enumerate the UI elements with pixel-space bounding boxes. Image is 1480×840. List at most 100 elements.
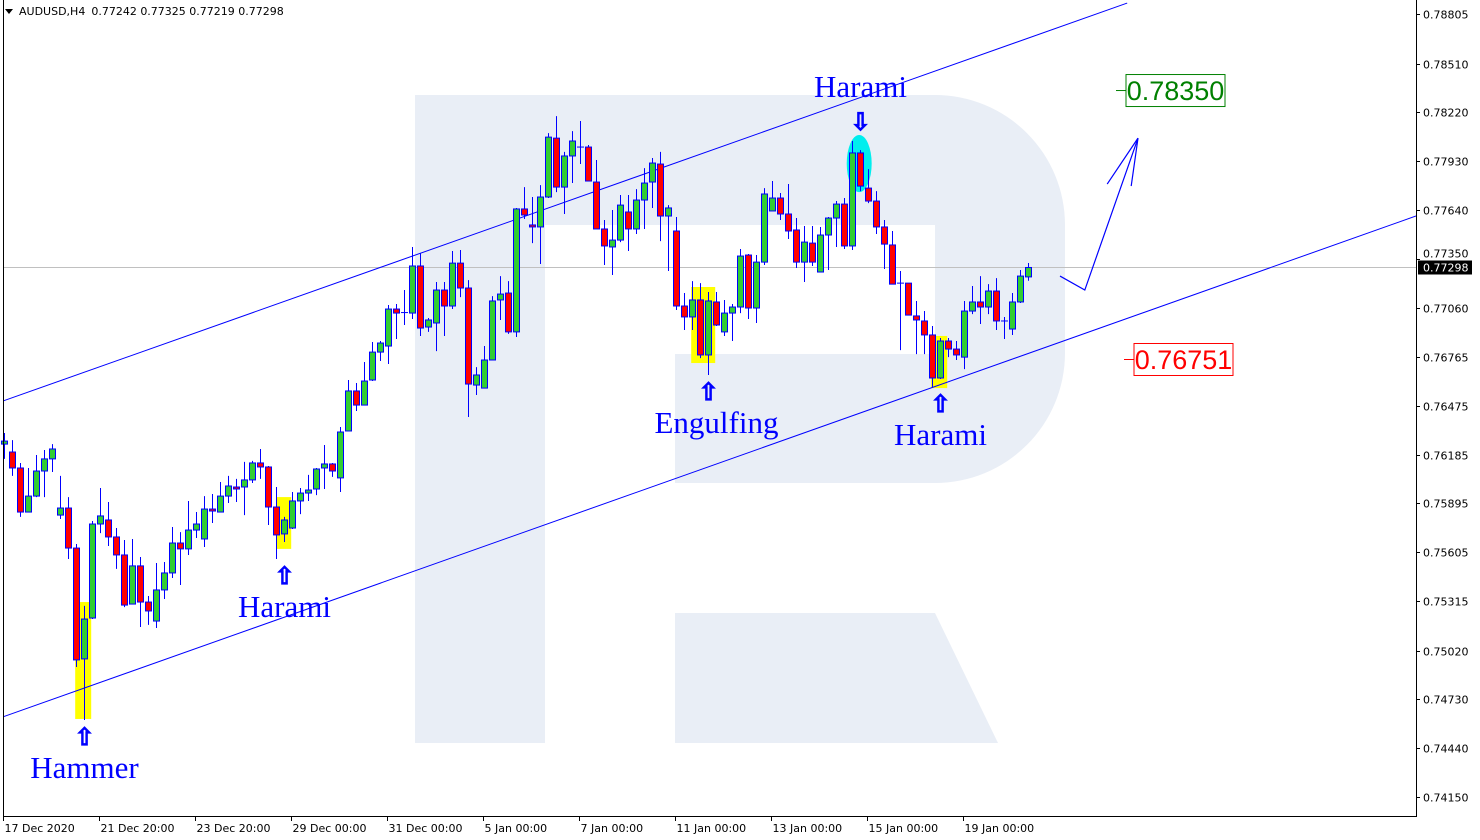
candle-body-bear (713, 301, 720, 326)
candle (465, 280, 472, 418)
target-box (1133, 342, 1234, 376)
candle-body-bull (281, 519, 288, 535)
candle-body-bear (329, 463, 336, 472)
candle-body-bull (169, 542, 176, 574)
candle (593, 160, 600, 230)
candle-body-bull (665, 207, 672, 217)
target-label: 0.78350 (1116, 74, 1226, 108)
candle-body-bull (513, 208, 520, 333)
candle-body-bear (553, 137, 560, 188)
candle-body-bear (393, 308, 400, 314)
candle (865, 169, 872, 204)
current-price-badge-bg (1418, 260, 1472, 275)
candle (361, 362, 368, 406)
y-tick-label: 0.76475 (1423, 401, 1469, 414)
forecast-arrow[interactable] (1059, 137, 1139, 291)
y-tick-label: 0.76765 (1423, 352, 1469, 365)
candle (241, 461, 248, 516)
candle-body-bear (785, 213, 792, 232)
target-price: 0.78350 (1127, 76, 1225, 106)
candle (321, 444, 328, 490)
candle (793, 218, 800, 268)
candle (185, 500, 192, 555)
y-tick-label: 0.75315 (1423, 596, 1469, 609)
x-tick-label: 13 Jan 00:00 (773, 822, 843, 835)
x-tick-label: 11 Jan 00:00 (677, 822, 747, 835)
candle (921, 311, 928, 355)
x-tick-label: 31 Dec 00:00 (389, 822, 463, 835)
candle (393, 303, 400, 339)
pattern-annotations: ⇧Hammer⇧Harami⇧Engulfing⇧Harami⇩Harami (30, 69, 987, 785)
candle-body-bear (697, 299, 704, 356)
forecast-arrowhead[interactable] (1130, 138, 1139, 187)
annotation-label: Hammer (30, 750, 139, 785)
candle (993, 278, 1000, 331)
candle-body-bull (161, 572, 168, 591)
candle-body-bull (129, 565, 136, 605)
candle-body-bear (857, 152, 864, 187)
candle (505, 281, 512, 334)
candle (537, 185, 544, 264)
candle (977, 276, 984, 325)
candle (609, 209, 616, 276)
candle (817, 226, 824, 273)
candle (177, 532, 184, 586)
candle (249, 460, 256, 483)
candle-body-bull (201, 508, 208, 540)
candle-body-bull (705, 300, 712, 356)
current-price-value: 0.77298 (1423, 262, 1469, 275)
candle-body-bear (73, 547, 80, 661)
candle (145, 595, 152, 625)
candle (849, 140, 856, 250)
candle (769, 181, 776, 212)
candle-body-bull (369, 351, 376, 381)
candle (633, 189, 640, 235)
trendlines[interactable] (0, 2, 1416, 718)
candle-body-bear (417, 265, 424, 329)
candle (945, 337, 952, 358)
candle (57, 475, 64, 519)
candle-body-bear (17, 467, 24, 513)
annotation-label: Harami (894, 417, 987, 452)
candle-body-bear (593, 181, 600, 230)
ohlc-values: 0.77242 0.77325 0.77219 0.77298 (91, 5, 284, 18)
candle (697, 283, 704, 359)
candle (137, 556, 144, 627)
candle (193, 512, 200, 538)
candle-body-bear (681, 305, 688, 318)
forecast-arrowhead[interactable] (1106, 137, 1139, 185)
candle (401, 290, 408, 326)
candle (601, 220, 608, 265)
y-tick-label: 0.75605 (1423, 547, 1469, 560)
candle (113, 528, 120, 569)
trendline-channel-upper[interactable] (0, 2, 1128, 402)
candle (521, 187, 528, 220)
trendline-channel-lower[interactable] (0, 215, 1416, 718)
candle-body-bear (585, 146, 592, 182)
time-axis[interactable]: 17 Dec 2020 21 Dec 20:00 23 Dec 20:00 29 De… (3, 816, 1035, 835)
candle (169, 527, 176, 578)
candle (873, 191, 880, 235)
price-axis[interactable]: 0.78805 0.78510 0.78220 0.77930 0.77640 0.773… (1416, 9, 1472, 805)
candle-body-bear (865, 187, 872, 202)
candle-body-bull (377, 342, 384, 353)
candle-body-bear (209, 508, 216, 512)
annotation-label: Engulfing (655, 405, 779, 440)
candle-body-bull (761, 193, 768, 263)
candle (513, 207, 520, 337)
y-tick-label: 0.74730 (1423, 694, 1469, 707)
candle (801, 225, 808, 282)
candle-body-bull (473, 374, 480, 386)
candle-body-bull (769, 197, 776, 212)
candle-body-bear (777, 197, 784, 215)
candle (441, 281, 448, 336)
candle-body-bear (529, 224, 536, 228)
candle-body-bull (1, 440, 8, 445)
triangle-down-icon[interactable] (5, 9, 13, 14)
candle (561, 151, 568, 214)
candle-body-bull (561, 155, 568, 188)
candle (121, 539, 128, 608)
x-tick-label: 21 Dec 20:00 (101, 822, 175, 835)
candle (545, 133, 552, 199)
